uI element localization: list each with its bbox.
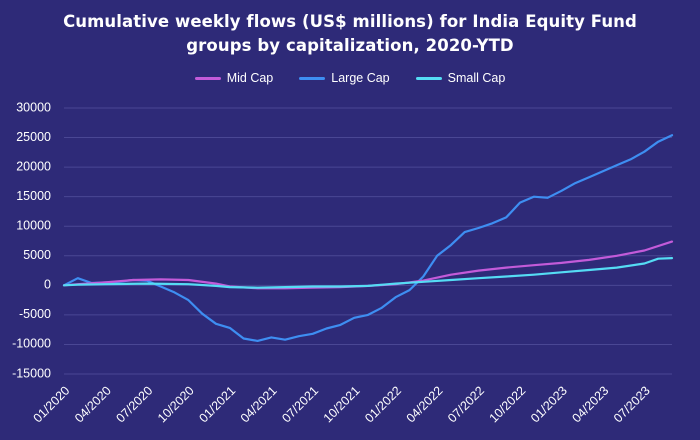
x-tick-label: 04/2021	[238, 384, 280, 426]
x-tick-label: 07/2020	[114, 384, 156, 426]
x-tick-label: 04/2023	[570, 384, 612, 426]
y-tick-label: -10000	[12, 337, 51, 351]
x-tick-label: 01/2023	[528, 384, 570, 426]
x-tick-label: 10/2022	[487, 384, 529, 426]
legend-swatch-large-cap	[299, 76, 326, 80]
y-tick-label: 5000	[23, 248, 51, 262]
chart-title: Cumulative weekly flows (US$ millions) f…	[0, 10, 700, 58]
chart-title-line-1: Cumulative weekly flows (US$ millions) f…	[63, 12, 637, 31]
x-tick-label: 01/2020	[31, 384, 73, 426]
x-tick-label: 01/2022	[362, 384, 404, 426]
x-tick-label: 01/2021	[196, 384, 238, 426]
y-tick-label: 10000	[16, 219, 51, 233]
y-tick-label: 15000	[16, 189, 51, 203]
legend-item-mid-cap: Mid Cap	[194, 71, 274, 85]
chart-title-line-2: groups by capitalization, 2020-YTD	[186, 36, 514, 55]
legend-label-small-cap: Small Cap	[447, 71, 506, 85]
series-line-large-cap	[62, 134, 674, 342]
y-tick-label: 30000	[16, 100, 51, 114]
legend-label-large-cap: Large Cap	[331, 71, 390, 85]
y-tick-label: 25000	[16, 130, 51, 144]
series-line-mid-cap	[62, 240, 674, 290]
x-tick-label: 04/2022	[404, 384, 446, 426]
y-tick-label: 0	[44, 278, 51, 292]
y-tick-label: -5000	[19, 307, 51, 321]
x-tick-label: 07/2022	[445, 384, 487, 426]
x-tick-label: 07/2023	[611, 384, 653, 426]
legend-swatch-small-cap	[415, 76, 442, 80]
y-tick-label: -15000	[12, 366, 51, 380]
legend-item-large-cap: Large Cap	[299, 71, 390, 85]
legend-label-mid-cap: Mid Cap	[226, 71, 274, 85]
x-tick-label: 04/2020	[72, 384, 114, 426]
chart-legend: Mid Cap Large Cap Small Cap	[0, 71, 700, 85]
y-tick-label: 20000	[16, 159, 51, 173]
x-tick-label: 10/2021	[321, 384, 363, 426]
x-tick-label: 10/2020	[155, 384, 197, 426]
x-tick-label: 07/2021	[279, 384, 321, 426]
legend-item-small-cap: Small Cap	[415, 71, 506, 85]
legend-swatch-mid-cap	[194, 76, 221, 80]
series-line-small-cap	[62, 257, 674, 289]
